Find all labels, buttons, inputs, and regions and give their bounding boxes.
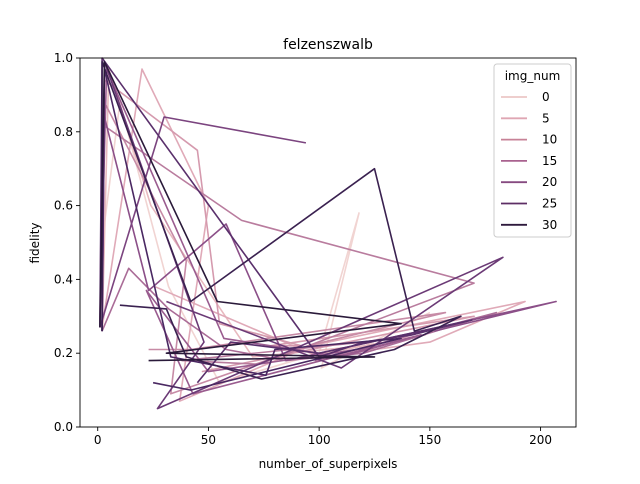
x-tick-label: 50 (201, 433, 216, 447)
series-line-s14 (99, 60, 402, 362)
series-line-s9 (99, 116, 307, 328)
y-tick-label: 0.4 (54, 272, 73, 286)
y-tick-label: 0.2 (54, 346, 73, 360)
x-tick-label: 150 (418, 433, 441, 447)
series-line-s13 (101, 60, 462, 380)
x-axis-label: number_of_superpixels (259, 457, 398, 471)
x-tick-label: 100 (308, 433, 331, 447)
chart-title: felzenszwalb (283, 37, 373, 53)
legend-label: 20 (542, 175, 557, 189)
legend: img_num 0 5 10 15 20 25 30 (493, 63, 572, 238)
legend-label: 15 (542, 154, 557, 168)
series-line-s10 (101, 60, 504, 410)
series-line-s7 (99, 68, 422, 395)
series-line-s11 (99, 57, 473, 384)
legend-title: img_num (505, 69, 561, 83)
y-axis-label: fidelity (28, 222, 42, 263)
series-line-s3 (99, 79, 475, 373)
legend-label: 10 (542, 133, 557, 147)
legend-box (493, 63, 572, 238)
legend-label: 25 (542, 197, 557, 211)
legend-label: 30 (542, 218, 557, 232)
legend-label: 5 (542, 111, 550, 125)
series-line-s12 (101, 68, 402, 391)
y-tick-label: 0.6 (54, 199, 73, 213)
x-tick-label: 0 (94, 433, 102, 447)
plot-frame (79, 57, 577, 428)
y-tick-label: 0.0 (54, 420, 73, 434)
legend-label: 0 (542, 90, 550, 104)
x-tick-label: 200 (529, 433, 552, 447)
series-layer (99, 57, 557, 410)
y-tick-label: 0.8 (54, 125, 73, 139)
y-tick-label: 1.0 (54, 51, 73, 65)
